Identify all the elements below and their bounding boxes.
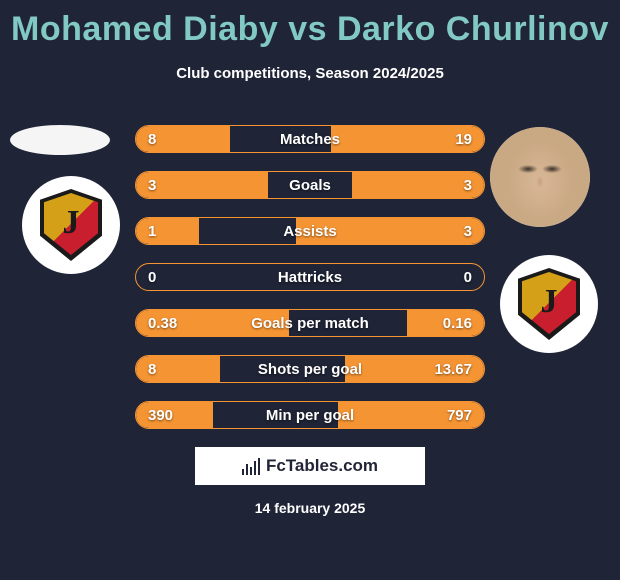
stat-value-left: 0 bbox=[148, 269, 156, 286]
brand-badge[interactable]: FcTables.com bbox=[195, 447, 425, 485]
stat-value-left: 8 bbox=[148, 361, 156, 378]
stat-label: Assists bbox=[283, 223, 336, 240]
stat-label: Shots per goal bbox=[258, 361, 362, 378]
stat-label: Min per goal bbox=[266, 407, 354, 424]
player-right-club-badge: J bbox=[500, 255, 598, 353]
stat-value-left: 0.38 bbox=[148, 315, 177, 332]
stat-value-right: 797 bbox=[447, 407, 472, 424]
brand-text: FcTables.com bbox=[266, 456, 378, 476]
stats-container: 8 19 Matches 3 3 Goals 1 3 Assists 0 0 Hattricks 0.3… bbox=[135, 125, 485, 447]
stat-value-left: 1 bbox=[148, 223, 156, 240]
stat-label: Hattricks bbox=[278, 269, 342, 286]
player-left-club-badge: J bbox=[22, 176, 120, 274]
stat-value-right: 0 bbox=[464, 269, 472, 286]
stat-label: Goals per match bbox=[251, 315, 369, 332]
date-text: 14 february 2025 bbox=[255, 500, 366, 516]
bars-icon bbox=[242, 457, 260, 475]
shield-icon: J bbox=[518, 268, 580, 340]
stat-label: Goals bbox=[289, 177, 331, 194]
stat-value-right: 3 bbox=[464, 177, 472, 194]
stat-row: 0.38 0.16 Goals per match bbox=[135, 309, 485, 337]
player-right-avatar bbox=[490, 127, 590, 227]
stat-value-left: 3 bbox=[148, 177, 156, 194]
stat-value-right: 19 bbox=[455, 131, 472, 148]
shield-icon: J bbox=[40, 189, 102, 261]
stat-row: 8 13.67 Shots per goal bbox=[135, 355, 485, 383]
player-left-avatar-placeholder bbox=[10, 125, 110, 155]
stat-fill-left bbox=[136, 218, 199, 244]
face-icon bbox=[490, 127, 590, 227]
stat-row: 3 3 Goals bbox=[135, 171, 485, 199]
stat-row: 8 19 Matches bbox=[135, 125, 485, 153]
stat-value-right: 13.67 bbox=[434, 361, 472, 378]
comparison-title: Mohamed Diaby vs Darko Churlinov bbox=[0, 0, 620, 49]
stat-value-right: 3 bbox=[464, 223, 472, 240]
comparison-subtitle: Club competitions, Season 2024/2025 bbox=[0, 65, 620, 82]
stat-row: 390 797 Min per goal bbox=[135, 401, 485, 429]
stat-value-left: 390 bbox=[148, 407, 173, 424]
stat-value-right: 0.16 bbox=[443, 315, 472, 332]
stat-row: 0 0 Hattricks bbox=[135, 263, 485, 291]
stat-row: 1 3 Assists bbox=[135, 217, 485, 245]
stat-value-left: 8 bbox=[148, 131, 156, 148]
stat-label: Matches bbox=[280, 131, 340, 148]
